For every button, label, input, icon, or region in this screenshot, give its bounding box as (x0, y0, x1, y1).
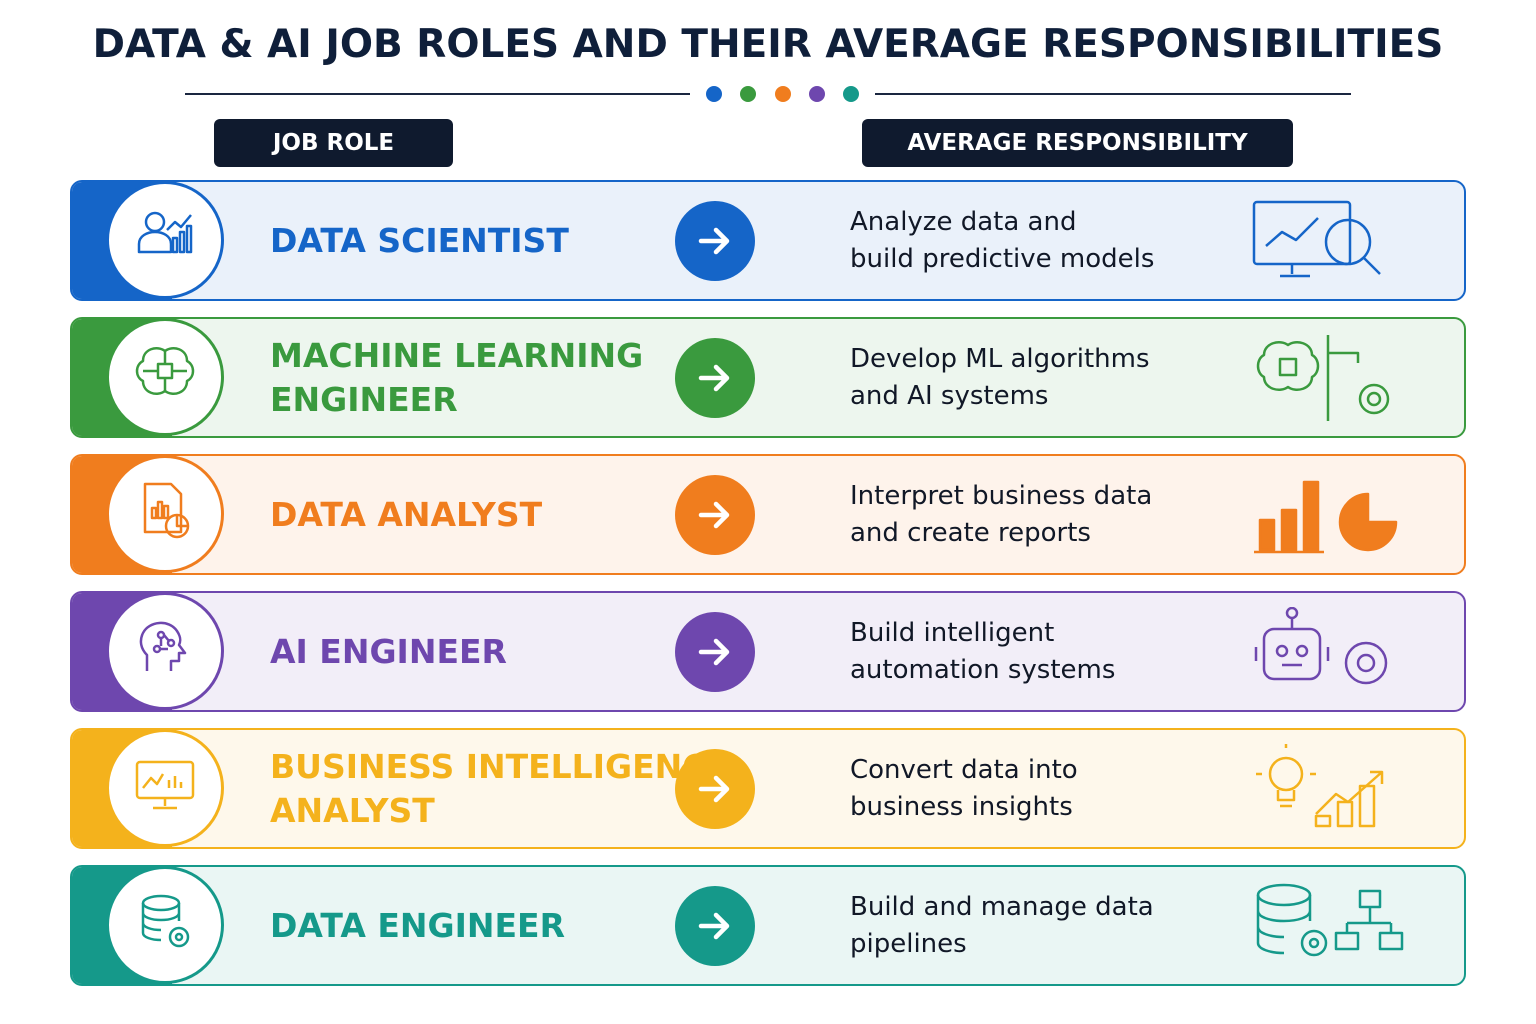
divider (185, 86, 1351, 102)
responsibility: Develop ML algorithms and AI systems (850, 341, 1150, 415)
role-line: BUSINESS INTELLIGENCE (270, 746, 729, 786)
icon (1252, 200, 1381, 278)
row: DATA SCIENTIST Analyze data and build pred… (70, 180, 1466, 301)
responsibility-line: Analyze data and (850, 206, 1077, 237)
responsibility-icon (1252, 196, 1412, 292)
row: AI ENGINEER Build intelligent automation s… (70, 591, 1466, 712)
role-icon (106, 456, 224, 573)
arrow-icon (698, 775, 730, 802)
role-line: AI ENGINEER (270, 631, 507, 671)
role-line: DATA ENGINEER (270, 905, 565, 945)
icon (141, 894, 190, 947)
responsibility-icon (1252, 333, 1412, 429)
responsibility-line: and AI systems (850, 380, 1049, 411)
responsibility-icon (1252, 470, 1412, 566)
arrow (675, 748, 755, 829)
icon (1254, 480, 1398, 554)
role-icon (106, 593, 224, 710)
arrow (675, 200, 755, 281)
role-name: AI ENGINEER (270, 630, 507, 674)
row: MACHINE LEARNING ENGINEER Develop ML algor… (70, 317, 1466, 438)
column-header: JOB ROLE (214, 119, 453, 167)
responsibility-line: Interpret business data (850, 480, 1153, 511)
arrow-icon (698, 364, 730, 391)
row: DATA ENGINEER Build and manage data pipeli… (70, 865, 1466, 986)
title: DATA & AI JOB ROLES AND THEIR AVERAGE RE… (92, 22, 1444, 67)
role-line: ENGINEER (270, 379, 458, 419)
responsibility: Build intelligent automation systems (850, 615, 1115, 689)
responsibility-icon (1252, 881, 1412, 977)
arrow-icon (698, 912, 730, 939)
icon (1256, 335, 1390, 421)
icon (135, 760, 195, 809)
arrow (675, 474, 755, 555)
responsibility: Interpret business data and create report… (850, 478, 1152, 552)
responsibility-line: Build and manage data (850, 891, 1154, 922)
responsibility-line: automation systems (850, 654, 1116, 685)
icon (139, 621, 187, 671)
responsibility-line: and create reports (850, 517, 1091, 548)
arrow (675, 611, 755, 692)
responsibility-icon (1252, 744, 1412, 840)
role-name: DATA SCIENTIST (270, 219, 569, 263)
role-name: MACHINE LEARNING ENGINEER (270, 334, 643, 422)
responsibility-line: Develop ML algorithms (850, 343, 1150, 374)
icon (1256, 744, 1384, 828)
responsibility: Build and manage data pipelines (850, 889, 1154, 963)
icon (135, 346, 195, 395)
arrow-icon (698, 501, 730, 528)
responsibility-line: business insights (850, 791, 1073, 822)
role-icon (106, 730, 224, 847)
icon (143, 482, 190, 538)
row: DATA ANALYST Interpret business data and c… (70, 454, 1466, 575)
role-line: DATA ANALYST (270, 494, 543, 534)
responsibility: Convert data into business insights (850, 752, 1078, 826)
role-icon (106, 867, 224, 984)
icon (137, 211, 193, 253)
role-icon (106, 182, 224, 299)
role-line: MACHINE LEARNING (270, 335, 644, 375)
responsibility-line: Build intelligent (850, 617, 1055, 648)
icon (1254, 606, 1388, 685)
arrow-icon (698, 227, 730, 254)
role-name: BUSINESS INTELLIGENCE ANALYST (270, 745, 729, 833)
role-name: DATA ENGINEER (270, 904, 565, 948)
responsibility-line: pipelines (850, 928, 967, 959)
responsibility-line: build predictive models (850, 243, 1155, 274)
row: BUSINESS INTELLIGENCE ANALYST Convert data… (70, 728, 1466, 849)
role-line: DATA SCIENTIST (270, 220, 569, 260)
arrow-icon (698, 638, 730, 665)
role-icon (106, 319, 224, 436)
role-line: ANALYST (270, 790, 435, 830)
arrow (675, 885, 755, 966)
responsibility-icon (1252, 606, 1412, 703)
arrow (675, 337, 755, 418)
column-header: AVERAGE RESPONSIBILITY (862, 119, 1293, 167)
responsibility: Analyze data and build predictive models (850, 204, 1154, 278)
role-name: DATA ANALYST (270, 493, 542, 537)
responsibility-line: Convert data into (850, 754, 1078, 785)
icon (1256, 883, 1404, 957)
